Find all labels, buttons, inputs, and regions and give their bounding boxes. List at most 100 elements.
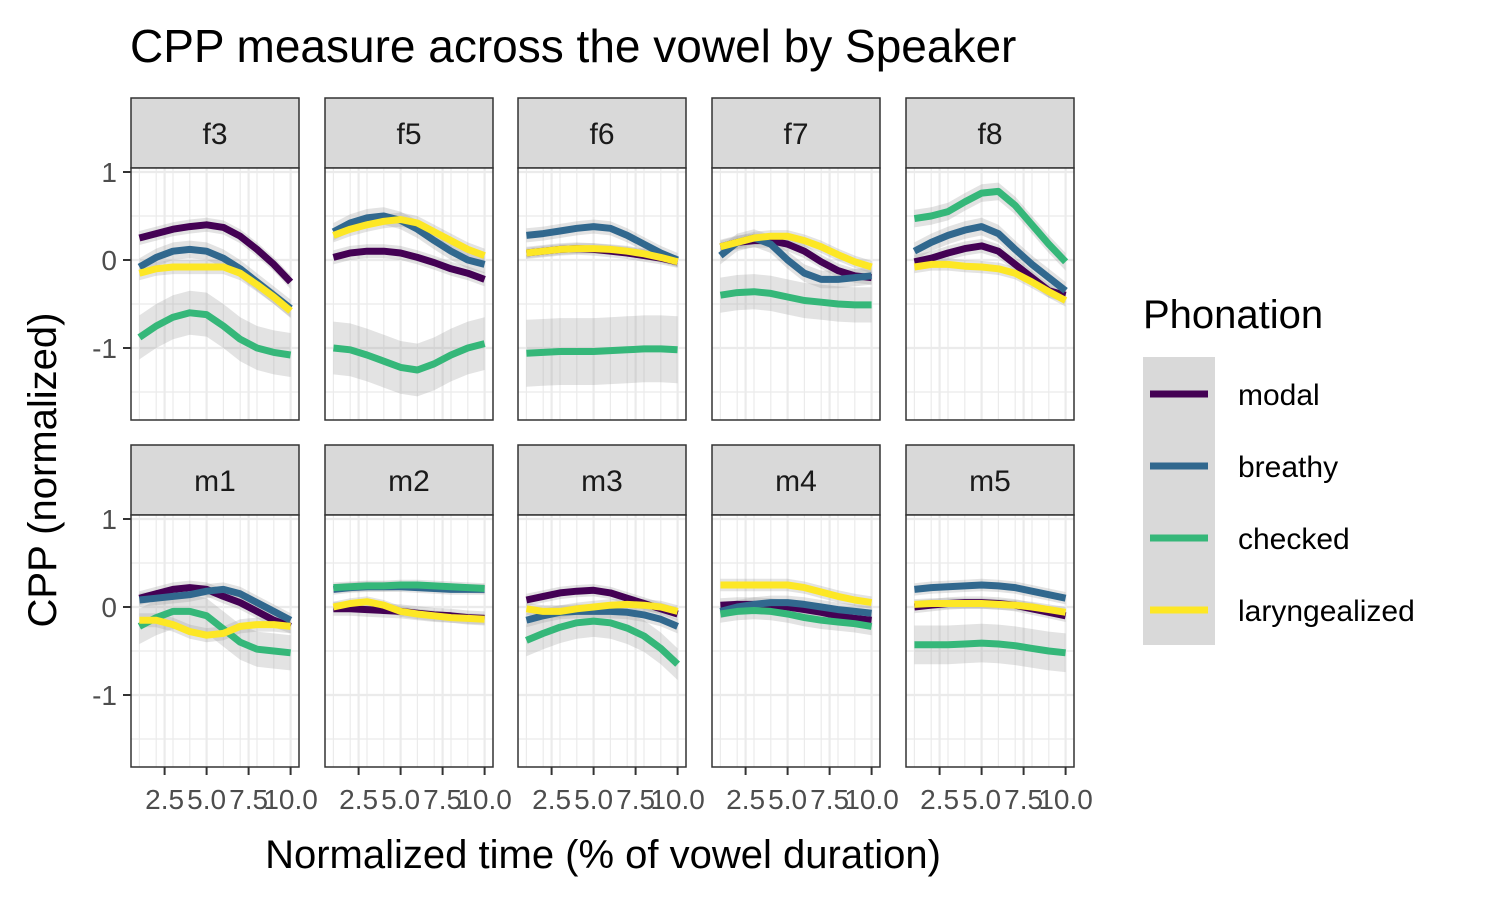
confidence-band-f5-modal xyxy=(333,244,485,287)
legend: Phonation modal breathy checked laryngealiz… xyxy=(1143,293,1415,645)
series-line-f8-breathy xyxy=(912,223,1068,294)
x-tick-label: 2.5 xyxy=(145,784,184,815)
legend-label-breathy: breathy xyxy=(1238,451,1338,484)
grid-m1 xyxy=(131,515,299,767)
facet-label-f8: f8 xyxy=(977,118,1002,151)
facet-panels: f3 f5 f6 f7 f8 m1 m2 m3 m4 m5 xyxy=(130,97,1075,768)
panel-border-m5 xyxy=(905,514,1075,768)
panel-border-f6 xyxy=(517,167,687,421)
facet-strip-f8 xyxy=(905,97,1075,169)
confidence-band-m5-checked xyxy=(914,623,1066,673)
series-group-m5 xyxy=(914,578,1067,673)
facet-m4: m4 xyxy=(711,444,881,768)
panel-border-m1 xyxy=(130,514,300,768)
facet-label-f6: f6 xyxy=(589,118,614,151)
x-axis-label: Normalized time (% of vowel duration) xyxy=(265,833,941,877)
legend-label-laryngealized: laryngealized xyxy=(1238,595,1415,628)
facet-strip-m4 xyxy=(711,444,881,516)
facet-label-m3: m3 xyxy=(581,465,623,498)
confidence-band-f5-checked xyxy=(333,317,485,397)
series-group-f6 xyxy=(526,219,679,387)
series-line-m2-laryngealized xyxy=(332,598,485,623)
facet-label-m1: m1 xyxy=(194,465,236,498)
x-tick-label: 10.0 xyxy=(1038,784,1093,815)
x-tick-label: 5.0 xyxy=(187,784,226,815)
series-line-m5-laryngealized xyxy=(914,600,1067,616)
x-tick-label: 7.5 xyxy=(616,784,655,815)
y-axis-row-2: 1 0 -1 xyxy=(92,504,131,711)
facet-label-m5: m5 xyxy=(969,465,1011,498)
plot-area-f6 xyxy=(518,168,686,420)
facet-strip-f3 xyxy=(130,97,300,169)
series-group-m2 xyxy=(332,579,485,626)
x-tick-label: 2.5 xyxy=(339,784,378,815)
panel-border-f5 xyxy=(324,167,494,421)
facet-strip-f5 xyxy=(324,97,494,169)
legend-entries: modal breathy checked laryngealized xyxy=(1150,379,1415,628)
series-line-f3-laryngealized xyxy=(138,263,293,314)
x-tick-label: 5.0 xyxy=(768,784,807,815)
x-axis-col-2: 2.5 5.0 7.510.0 xyxy=(339,767,512,815)
confidence-band-m1-laryngealized xyxy=(139,613,291,643)
x-tick-label: 2.5 xyxy=(726,784,765,815)
legend-entry-breathy: breathy xyxy=(1150,451,1338,484)
confidence-band-f8-breathy xyxy=(914,217,1066,300)
confidence-band-f3-checked xyxy=(139,290,291,377)
series-line-f8-checked xyxy=(913,187,1069,265)
series-line-f8-laryngealized xyxy=(913,260,1068,304)
plot-area-m3 xyxy=(518,515,686,767)
y-tick-label: 0 xyxy=(101,245,117,276)
series-line-m2-checked xyxy=(333,581,485,592)
y-tick-label: 1 xyxy=(101,157,117,188)
series-line-f5-modal xyxy=(332,247,486,283)
series-line-m4-checked xyxy=(719,607,873,630)
y-tick-label: -1 xyxy=(92,680,117,711)
facet-m2: m2 xyxy=(324,444,494,768)
y-tick-label: -1 xyxy=(92,333,117,364)
series-line-m1-laryngealized xyxy=(139,616,291,639)
panel-border-m4 xyxy=(711,514,881,768)
panel-border-f3 xyxy=(130,167,300,421)
confidence-band-f8-laryngealized xyxy=(914,258,1066,307)
plot-area-f5 xyxy=(325,168,493,420)
facet-m3: m3 xyxy=(517,444,687,768)
x-tick-label: 5.0 xyxy=(962,784,1001,815)
series-group-m1 xyxy=(137,580,293,671)
legend-entry-laryngealized: laryngealized xyxy=(1150,595,1415,628)
legend-entry-modal: modal xyxy=(1150,379,1320,412)
panel-border-m2 xyxy=(324,514,494,768)
chart-title: CPP measure across the vowel by Speaker xyxy=(130,20,1016,72)
series-group-f5 xyxy=(331,207,486,397)
y-axis-label: CPP (normalized) xyxy=(21,313,65,628)
series-group-f3 xyxy=(137,217,294,377)
series-line-f3-checked xyxy=(137,309,292,359)
facet-f7: f7 xyxy=(711,97,881,421)
grid-f5 xyxy=(325,168,493,420)
y-tick-label: 0 xyxy=(101,592,117,623)
facet-strip-m1 xyxy=(130,444,300,516)
grid-m2 xyxy=(325,515,493,767)
series-group-m4 xyxy=(719,578,873,636)
plot-area-m1 xyxy=(131,515,299,767)
grid-f3 xyxy=(131,168,299,420)
series-line-m4-breathy xyxy=(719,599,872,617)
series-line-f7-checked xyxy=(719,288,872,309)
x-tick-label: 7.5 xyxy=(229,784,268,815)
panel-border-f7 xyxy=(711,167,881,421)
series-line-m3-laryngealized xyxy=(525,600,679,615)
facet-strip-m5 xyxy=(905,444,1075,516)
plot-area-m4 xyxy=(712,515,880,767)
x-axis-col-1: 2.5 5.0 7.510.0 xyxy=(145,767,318,815)
facet-m5: m5 xyxy=(905,444,1075,768)
panel-border-f8 xyxy=(905,167,1075,421)
legend-title: Phonation xyxy=(1143,293,1323,337)
series-line-f5-laryngealized xyxy=(332,216,486,259)
x-tick-label: 10.0 xyxy=(844,784,899,815)
panel-border-m3 xyxy=(517,514,687,768)
facet-label-m4: m4 xyxy=(775,465,817,498)
series-line-f7-laryngealized xyxy=(719,232,873,271)
facet-label-f3: f3 xyxy=(202,118,227,151)
x-tick-label: 5.0 xyxy=(381,784,420,815)
facet-strip-f6 xyxy=(517,97,687,169)
